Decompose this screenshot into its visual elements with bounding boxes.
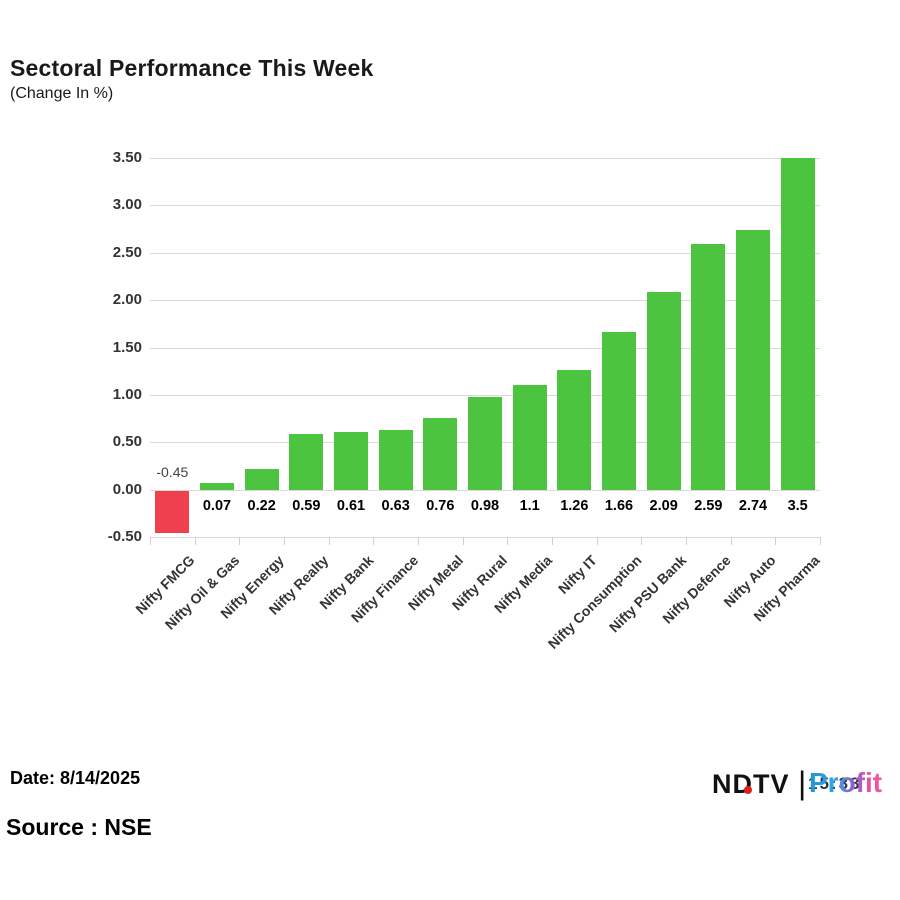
gridline [150,252,820,254]
bar [468,396,502,490]
y-axis-tick-label: -0.50 [107,528,142,545]
bar-value-label: 0.76 [426,497,455,514]
bar-value-label: 1.66 [604,497,634,514]
ndtv-profit-logo: NDTV | 15:38 Profit [712,765,897,801]
bar [200,482,234,490]
date-label: Date: 8/14/2025 [10,768,141,788]
bar [244,468,279,490]
page-subtitle: (Change In %) [10,85,114,102]
x-axis-tick [820,537,821,545]
source-label: Source : NSE [6,814,152,840]
y-axis-tick-label: 2.50 [112,243,142,261]
x-axis-tick [373,537,375,545]
x-axis-tick [730,537,732,545]
page-title: Sectoral Performance This Week [10,55,374,81]
bar-value-label: 0.59 [292,497,321,514]
gridline [150,158,820,159]
x-axis-tick [328,537,330,545]
bar-value-label: 0.07 [202,497,232,514]
x-axis-category-label: Nifty IT [554,552,600,597]
bar [557,370,592,490]
bar-value-label: -0.45 [156,463,189,480]
ndtv-logo-text: NDTV [712,769,790,799]
bar-value-label: 2.74 [738,497,768,514]
logo-watermark-text: 15:38 [808,774,861,794]
bar-value-label: 1.26 [560,497,589,514]
bar [602,332,636,490]
bar-value-label: 2.59 [694,497,723,514]
profit-logo-text: Profit [809,767,883,798]
x-axis-tick [641,537,643,545]
y-axis-tick-label: 1.50 [112,338,142,356]
bar-value-label: 0.22 [247,497,276,514]
bar-value-label: 1.1 [519,497,540,514]
y-axis-tick-label: 1.00 [112,385,142,403]
logo-divider: | [798,765,807,801]
bar-value-label: 0.63 [381,497,410,514]
gridline [150,205,820,207]
x-axis-tick [194,537,196,545]
x-axis-category-label: Nifty PSU Bank [605,552,689,636]
gridline [150,537,820,538]
x-axis-tick [775,537,777,545]
bar-value-label: 0.98 [470,497,500,514]
y-axis-tick-label: 2.00 [112,291,142,309]
bar [378,429,413,490]
bar-value-label: 3.5 [787,497,808,514]
bar [780,158,815,490]
x-axis-tick [596,537,598,545]
gridline [150,347,820,349]
bar [646,291,681,490]
bar [155,490,190,534]
x-axis-tick [239,537,241,545]
x-axis-tick [507,537,509,545]
gridline [150,489,820,491]
x-axis-tick [284,537,285,545]
bar [512,385,547,490]
ndtv-logo-red-dot-icon [744,786,752,794]
y-axis-tick-label: 0.50 [112,433,142,451]
x-axis-tick [418,537,419,545]
gridline [150,394,820,396]
bar [736,230,770,490]
bar [423,417,458,490]
y-axis-tick-label: 3.50 [112,149,142,166]
x-axis-tick [462,537,464,545]
bar [289,433,324,490]
bar-value-label: 2.09 [649,497,678,514]
bar-value-label: 0.61 [336,497,366,514]
y-axis-tick-label: 3.00 [112,196,142,214]
x-axis-tick [686,537,687,545]
x-axis-tick [552,537,553,545]
gridline [150,300,820,302]
bar [691,244,726,490]
bar [334,431,368,490]
x-axis-tick [150,537,151,545]
y-axis-tick-label: 0.00 [112,480,142,498]
